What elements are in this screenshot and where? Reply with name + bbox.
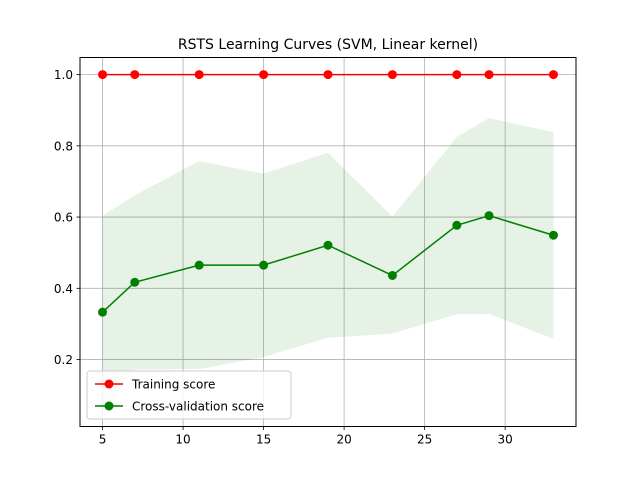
training-score-point: [387, 70, 397, 80]
training-score-point: [98, 70, 108, 80]
training-score-point: [484, 70, 494, 80]
legend-cv-score-swatch-marker: [104, 401, 114, 411]
chart-title: RSTS Learning Curves (SVM, Linear kernel…: [178, 37, 478, 53]
training-score-point: [130, 70, 140, 80]
x-tick-label: 10: [175, 433, 190, 447]
y-tick-label: 0.4: [54, 282, 73, 296]
cv-score-point: [194, 260, 204, 270]
training-score-point: [323, 70, 333, 80]
legend-box: [86, 370, 292, 420]
cv-score-point: [548, 230, 558, 240]
legend-cv-score-label: Cross-validation score: [132, 400, 264, 414]
cv-score-point: [452, 220, 462, 230]
training-score-point: [452, 70, 462, 80]
y-tick-label: 0.8: [54, 139, 73, 153]
legend: Training score Cross-validation score: [86, 370, 292, 420]
series-lines: [98, 70, 558, 317]
x-tick-label: 20: [336, 433, 351, 447]
y-tick-label: 1.0: [54, 68, 73, 82]
x-tick-label: 15: [256, 433, 271, 447]
y-tick-label: 0.2: [54, 353, 73, 367]
std-bands: [102, 118, 554, 409]
training-score-point: [548, 70, 558, 80]
training-score-point: [194, 70, 204, 80]
cv-score-point: [323, 240, 333, 250]
cv-score-point: [98, 307, 108, 317]
cv-score-point: [387, 270, 397, 280]
plot-frame: [79, 57, 577, 427]
legend-training-score-swatch-marker: [104, 379, 114, 389]
training-score-point: [259, 70, 269, 80]
x-tick-label: 30: [498, 433, 513, 447]
cv-score-point: [484, 211, 494, 221]
axes: 5 10 15 20 25 30 0.2 0.4 0.6 0.8 1.0: [54, 68, 513, 446]
legend-training-score-label: Training score: [131, 378, 215, 392]
cv-score-point: [259, 260, 269, 270]
cv-score-point: [130, 277, 140, 287]
cv-std-band: [102, 118, 554, 409]
x-tick-label: 25: [417, 433, 432, 447]
x-tick-label: 5: [99, 433, 107, 447]
y-tick-label: 0.6: [54, 211, 73, 225]
